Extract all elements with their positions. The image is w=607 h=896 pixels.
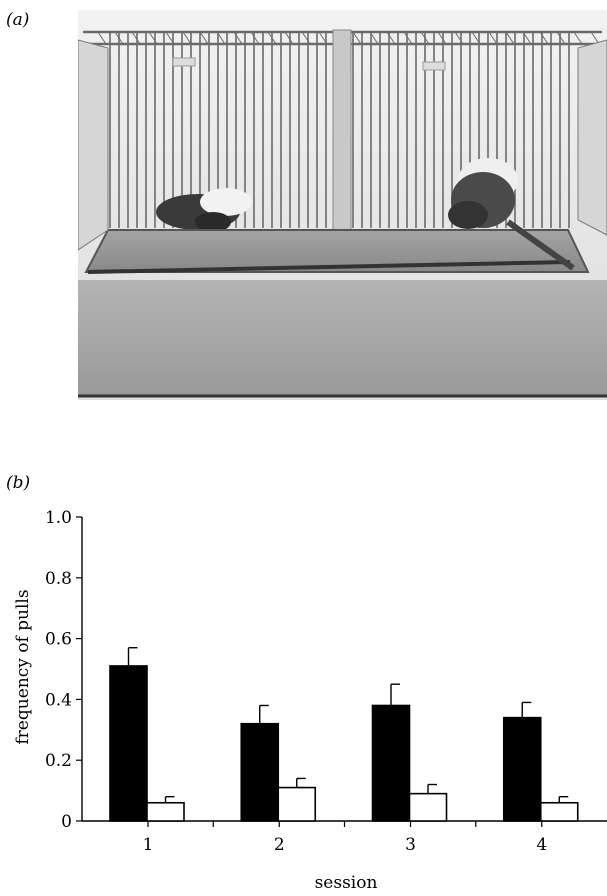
bar: [146, 801, 185, 822]
y-tick-label: 0: [61, 812, 72, 832]
x-tick-label: 1: [143, 835, 154, 855]
cage-photo: [78, 10, 607, 400]
panel-label-b: (b): [6, 473, 31, 493]
y-tick-label: 0.4: [45, 690, 72, 710]
monkey-right: [448, 158, 518, 229]
tray: [84, 229, 590, 273]
panel-label-a: (a): [6, 10, 30, 30]
bar: [109, 665, 148, 822]
bar: [240, 722, 280, 822]
bar: [539, 801, 579, 822]
bar: [502, 716, 542, 822]
x-tick-label: 4: [536, 835, 547, 855]
table: [78, 280, 607, 395]
bar: [408, 792, 448, 822]
chart-bars: [109, 647, 579, 822]
cage-divider: [332, 29, 352, 231]
bar-chart: 00.20.40.60.81.01 2 3 4 frequency of pulls …: [13, 508, 607, 893]
y-tick-label: 0.8: [45, 569, 72, 589]
bar: [277, 786, 317, 822]
x-tick-label: 2: [274, 835, 285, 855]
y-tick-label: 0.6: [45, 630, 72, 650]
y-tick-label: 0.2: [45, 751, 72, 771]
y-axis-title: frequency of pulls: [13, 589, 33, 744]
chart-ticks: 0 0.2 0.4 0.6 0.8 1.0 1 2 3 4: [45, 508, 547, 855]
bar: [371, 704, 411, 822]
x-axis-title: session: [315, 873, 378, 893]
x-tick-label: 3: [405, 835, 416, 855]
y-tick-label: 1.0: [45, 508, 72, 528]
